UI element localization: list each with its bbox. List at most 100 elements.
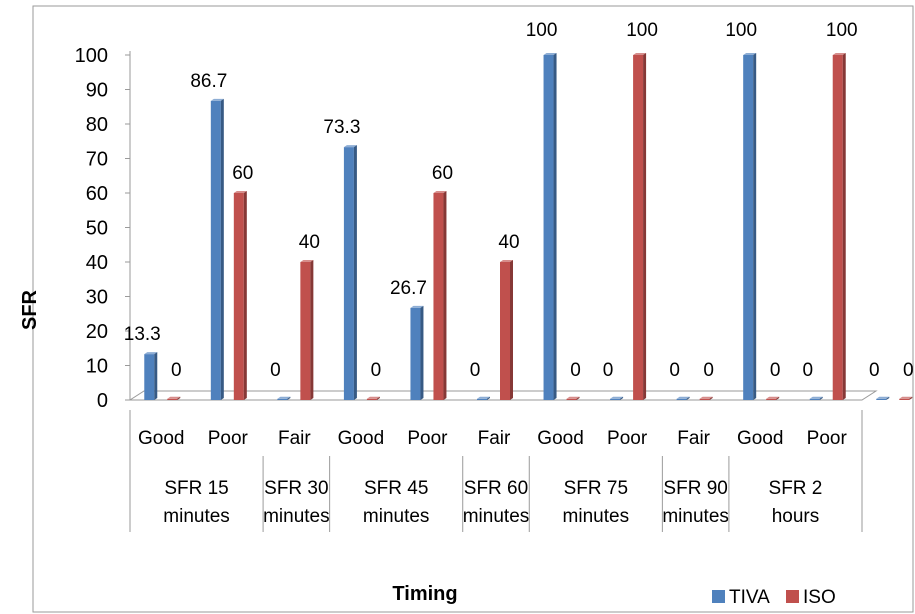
data-label: 0: [802, 360, 813, 381]
bar-side-tiva: [553, 53, 557, 400]
category-label: Good: [138, 428, 184, 449]
group-label: SFR 90: [663, 478, 727, 499]
y-axis: 0 10 20 30 40 50 60 70 80 90 100: [75, 45, 131, 412]
legend-swatch-tiva: [712, 590, 725, 603]
y-tick-label: 20: [86, 321, 108, 343]
bar-top-iso: [566, 396, 580, 399]
bar-side-tiva: [154, 352, 158, 400]
legend: TIVA ISO: [712, 587, 836, 608]
bar-top-iso: [766, 396, 780, 399]
data-label: 0: [669, 360, 680, 381]
bar-side-iso: [576, 396, 580, 400]
bar-iso: [233, 193, 244, 400]
data-label: 0: [903, 360, 914, 381]
category-label: Poor: [607, 428, 648, 449]
bar-side-iso: [310, 260, 314, 400]
y-tick-label: 0: [97, 390, 108, 412]
x-axis-title: Timing: [392, 583, 457, 605]
bar-top-tiva: [477, 396, 490, 399]
bar-tiva: [277, 398, 288, 400]
bar-tiva: [543, 55, 554, 400]
bar-side-iso: [376, 396, 380, 400]
bar-tiva: [809, 398, 820, 400]
data-label: 40: [299, 232, 320, 253]
x-axis: Good Poor Fair Good Poor Fair Good Poor Fair Good…: [129, 410, 863, 532]
group-label: SFR 60: [464, 478, 528, 499]
y-tick-label: 40: [86, 252, 108, 274]
bar-side-tiva: [753, 53, 757, 400]
group-label: hours: [772, 506, 820, 527]
bar-side-iso: [776, 396, 780, 400]
bar-top-tiva: [210, 98, 224, 101]
bar-side-tiva: [220, 98, 224, 400]
data-label: 100: [725, 20, 757, 41]
category-label: Fair: [278, 428, 311, 449]
y-tick-label: 50: [86, 218, 108, 240]
legend-label-iso: ISO: [803, 587, 836, 608]
bar-side-iso: [709, 396, 713, 400]
bar-side-iso: [177, 396, 181, 400]
bar-top-tiva: [277, 396, 291, 399]
data-label: 0: [171, 360, 182, 381]
category-label: Good: [737, 428, 783, 449]
group-label: minutes: [463, 506, 530, 527]
data-label: 100: [626, 20, 658, 41]
bar-tiva: [410, 307, 421, 400]
bar-side-tiva: [353, 145, 357, 400]
category-label: Fair: [478, 428, 511, 449]
bar-top-tiva: [144, 352, 158, 355]
bar-side-tiva: [420, 305, 424, 400]
bar-tiva: [610, 398, 621, 400]
bar-side-tiva: [287, 396, 291, 400]
group-label: minutes: [263, 506, 330, 527]
bar-top-tiva: [343, 145, 357, 148]
y-tick-label: 100: [75, 45, 108, 67]
bar-top-tiva: [543, 53, 557, 55]
bar-top-iso: [433, 191, 447, 193]
bar-iso: [500, 262, 510, 400]
data-label: 60: [232, 163, 253, 184]
y-tick-label: 30: [86, 287, 108, 309]
data-label: 0: [603, 360, 614, 381]
data-label: 100: [826, 20, 858, 41]
bar-iso: [832, 55, 843, 400]
y-tick-label: 80: [86, 114, 108, 136]
data-label: 13.3: [124, 324, 161, 345]
data-label: 26.7: [390, 278, 427, 299]
bar-side-tiva: [487, 396, 490, 400]
bar-iso: [433, 193, 444, 400]
y-tick-label: 70: [86, 149, 108, 171]
bar-top-iso: [300, 260, 314, 262]
bar-top-tiva: [676, 396, 690, 399]
category-label: Fair: [677, 428, 710, 449]
category-label: Poor: [407, 428, 448, 449]
bar-top-tiva: [876, 396, 890, 399]
bar-top-iso: [699, 396, 713, 399]
bar-top-tiva: [410, 305, 424, 308]
group-label: minutes: [563, 506, 630, 527]
y-tick-label: 60: [86, 183, 108, 205]
bar-iso: [766, 398, 777, 400]
group-label: SFR 30: [264, 478, 328, 499]
bar-iso: [566, 398, 577, 400]
y-tick-label: 90: [86, 80, 108, 102]
data-label: 0: [703, 360, 714, 381]
bar-iso: [300, 262, 311, 400]
group-label: minutes: [363, 506, 430, 527]
bar-top-iso: [500, 260, 513, 262]
group-label: minutes: [163, 506, 230, 527]
bar-top-iso: [899, 396, 913, 399]
data-label: 100: [526, 20, 558, 41]
group-label: minutes: [662, 506, 729, 527]
bar-tiva: [876, 398, 887, 400]
bar-top-iso: [167, 396, 181, 399]
data-label: 40: [498, 232, 519, 253]
bar-iso: [633, 55, 644, 400]
legend-swatch-iso: [786, 590, 799, 603]
bar-side-iso: [909, 396, 913, 400]
data-label: 0: [270, 360, 281, 381]
group-label: SFR 2: [769, 478, 823, 499]
data-label: 0: [570, 360, 581, 381]
bar-side-iso: [510, 260, 513, 400]
